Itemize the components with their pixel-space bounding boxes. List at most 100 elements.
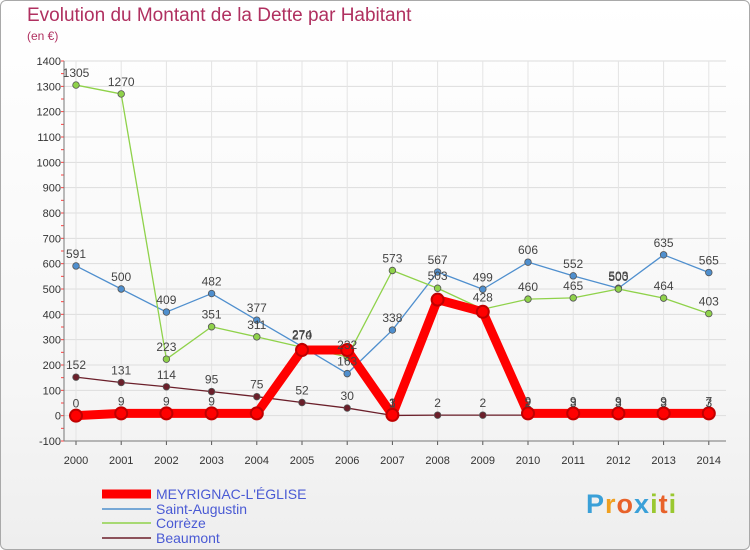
data-label: 9 — [615, 394, 622, 408]
data-label: 573 — [382, 252, 402, 266]
chart-title: Evolution du Montant de la Dette par Hab… — [27, 5, 412, 26]
data-point — [72, 81, 80, 89]
logo-letter: o — [616, 489, 635, 519]
data-point — [524, 258, 532, 266]
x-tick-label: 2002 — [154, 455, 178, 467]
data-point — [566, 406, 581, 421]
data-point — [524, 295, 532, 303]
data-point — [656, 406, 671, 421]
data-label: 3 — [389, 396, 396, 410]
logo-letter: i — [650, 489, 659, 519]
legend-label: Beaumont — [156, 530, 220, 546]
data-label: 565 — [699, 254, 719, 268]
proxiti-logo: Proxiti — [586, 489, 677, 520]
data-label: 152 — [66, 358, 86, 372]
data-label: 377 — [247, 301, 267, 315]
y-tick-label: 900 — [43, 183, 61, 195]
x-tick-label: 2005 — [290, 455, 314, 467]
data-label: 403 — [699, 295, 719, 309]
data-label: 428 — [473, 290, 493, 304]
data-label: 464 — [654, 279, 674, 293]
x-tick-label: 2003 — [199, 455, 223, 467]
data-point — [479, 411, 487, 419]
data-point — [475, 304, 490, 319]
data-label: 9 — [570, 394, 577, 408]
data-label: 0 — [73, 397, 80, 411]
data-label: 499 — [473, 270, 493, 284]
data-label: 131 — [111, 363, 131, 377]
data-label: 567 — [428, 253, 448, 267]
data-point — [659, 294, 668, 302]
data-point — [162, 308, 171, 316]
data-point — [72, 262, 80, 270]
data-label: 30 — [341, 389, 355, 403]
x-tick-label: 2000 — [64, 455, 88, 467]
data-point — [479, 285, 487, 293]
y-tick-label: 1200 — [37, 107, 61, 119]
x-tick-label: 2012 — [606, 455, 630, 467]
x-tick-label: 2006 — [335, 455, 359, 467]
data-point — [249, 406, 264, 421]
data-point — [343, 404, 351, 412]
data-label: 2 — [525, 396, 532, 410]
data-label: 9 — [208, 394, 215, 408]
data-label: 606 — [518, 243, 538, 257]
logo-letter: r — [605, 489, 617, 519]
data-point — [162, 355, 171, 363]
data-point — [521, 406, 535, 421]
data-label: 9 — [118, 394, 125, 408]
data-label: 500 — [111, 270, 131, 284]
data-point — [340, 343, 355, 358]
data-label: 274 — [292, 328, 312, 342]
data-label: 9 — [163, 394, 170, 408]
data-label: 9 — [525, 394, 532, 408]
x-tick-label: 2009 — [471, 455, 495, 467]
logo-letter: t — [658, 489, 669, 519]
data-label: 1270 — [108, 75, 135, 89]
data-label: 163 — [337, 355, 357, 369]
unit-label: (en €) — [27, 29, 59, 43]
data-point — [705, 268, 713, 277]
legend: MEYRIGNAC-L'ÉGLISESaint-AugustinCorrèzeB… — [102, 486, 307, 546]
data-label: 270 — [292, 328, 312, 342]
data-label: 2 — [479, 396, 486, 410]
data-point — [204, 406, 219, 421]
y-tick-label: 500 — [43, 284, 61, 296]
y-tick-label: 200 — [43, 360, 61, 372]
data-point — [433, 284, 442, 292]
data-point — [117, 378, 125, 387]
x-tick-label: 2013 — [651, 455, 675, 467]
data-point — [159, 406, 174, 421]
data-label: 409 — [156, 293, 176, 307]
data-point — [569, 294, 577, 302]
data-point — [659, 251, 668, 259]
x-tick-label: 2007 — [380, 455, 404, 467]
data-point — [433, 411, 442, 419]
y-tick-label: 800 — [43, 208, 61, 220]
x-tick-label: 2001 — [109, 455, 133, 467]
data-label: 503 — [608, 269, 628, 283]
data-label: 95 — [205, 373, 219, 387]
data-point — [207, 289, 216, 298]
y-tick-label: 300 — [43, 335, 61, 347]
data-point — [114, 406, 129, 421]
y-tick-label: 400 — [43, 309, 61, 321]
axes: -100010020030040050060070080090010001100… — [37, 56, 726, 467]
data-point — [253, 316, 261, 324]
data-label: 482 — [202, 275, 222, 289]
y-tick-label: 700 — [43, 233, 61, 245]
y-tick-label: 0 — [55, 411, 61, 423]
data-point — [253, 392, 261, 401]
logo-letter: P — [586, 489, 606, 519]
data-point — [385, 407, 400, 422]
x-tick-label: 2008 — [425, 455, 449, 467]
series-lines — [69, 81, 716, 423]
data-point — [614, 285, 623, 293]
data-point — [162, 383, 171, 391]
legend-label: Saint-Augustin — [156, 501, 247, 517]
data-label: 3 — [705, 396, 712, 410]
data-point — [701, 406, 716, 421]
data-point — [343, 369, 351, 378]
